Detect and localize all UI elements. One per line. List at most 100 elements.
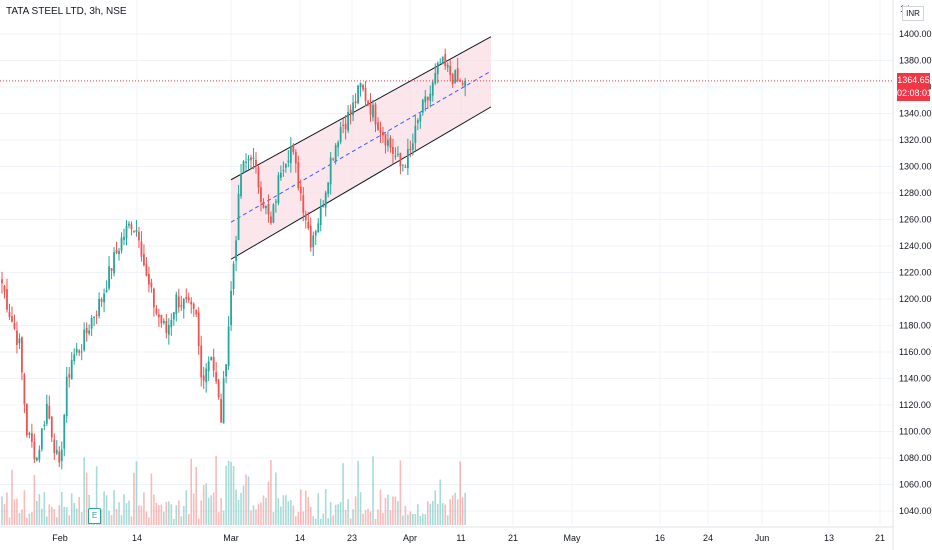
candle-body: [327, 182, 330, 194]
candle-body: [297, 162, 300, 188]
candle-body: [6, 289, 8, 310]
volume-bar: [21, 509, 23, 525]
candle-body: [272, 204, 275, 223]
candle-body: [130, 224, 133, 229]
candle-body: [128, 223, 130, 226]
volume-bar: [83, 457, 85, 525]
time-tick-label: Feb: [52, 533, 68, 543]
candle-body: [446, 64, 449, 68]
candle-body: [260, 187, 262, 202]
volume-bar: [295, 516, 297, 525]
volume-bar: [113, 490, 115, 525]
candle-body: [324, 192, 327, 208]
volume-bar: [235, 489, 237, 525]
volume-bar: [212, 492, 215, 525]
volume-bar: [33, 474, 36, 525]
candle-body: [389, 137, 392, 148]
currency-badge[interactable]: INR: [902, 6, 924, 21]
volume-bar: [280, 506, 282, 525]
time-tick-label: 14: [132, 533, 142, 543]
candle-body: [222, 378, 225, 424]
volume-bar: [422, 513, 424, 525]
candle-body: [416, 120, 419, 124]
volume-bar: [210, 495, 212, 525]
volume-bar: [28, 513, 31, 525]
candle-body: [3, 285, 6, 292]
candle-body: [187, 297, 190, 301]
symbol-title[interactable]: TATA STEEL LTD, 3h, NSE: [6, 6, 127, 17]
volume-bar: [148, 517, 150, 525]
earnings-icon[interactable]: E: [88, 508, 101, 524]
candle-body: [120, 237, 123, 251]
candle-body: [404, 166, 407, 168]
volume-bar: [342, 463, 344, 525]
volume-bar: [128, 500, 130, 525]
volume-bar: [317, 492, 320, 525]
regression-channel-fill: [231, 36, 491, 260]
volume-bar: [260, 502, 262, 525]
volume-bar: [135, 461, 138, 525]
channel-mid-line: [230, 70, 492, 223]
volume-bar: [359, 492, 362, 525]
candle-body: [337, 142, 340, 148]
volume-bar: [347, 499, 349, 525]
volume-bar: [255, 509, 257, 525]
volume-bar: [200, 500, 202, 525]
candle-body: [108, 266, 110, 289]
channel-lower-line: [230, 106, 492, 260]
volume-bar: [454, 492, 456, 525]
candle-body: [436, 63, 439, 75]
candle-body: [68, 374, 71, 378]
candle-body: [192, 303, 195, 309]
candle-body: [170, 319, 173, 328]
candle-body: [332, 158, 335, 160]
volume-bar: [439, 479, 442, 525]
price-tick-label: 1200.00: [899, 294, 932, 304]
time-tick-label: 24: [703, 533, 713, 543]
volume-bar: [387, 494, 389, 525]
price-tick-label: 1380.00: [899, 56, 932, 66]
volume-bar: [95, 466, 98, 525]
volume-bar: [312, 516, 315, 525]
candle-body: [53, 439, 56, 454]
last-price-value: 1364.65: [897, 75, 930, 85]
volume-bar: [354, 496, 357, 525]
candle-body: [419, 114, 422, 122]
candle-body: [372, 104, 374, 118]
candle-body: [309, 225, 312, 248]
volume-bar: [46, 516, 48, 525]
candle-body: [105, 290, 108, 293]
price-tick-label: 1260.00: [899, 215, 932, 225]
candle-body: [58, 451, 61, 463]
candle-body: [304, 214, 307, 221]
candle-body: [16, 330, 18, 345]
candle-body: [456, 68, 459, 81]
candle-body: [75, 348, 78, 353]
volume-bar: [182, 506, 185, 525]
time-tick-label: Apr: [403, 533, 417, 543]
volume-bar: [304, 490, 307, 525]
candle-body: [145, 264, 148, 276]
volume-bar: [262, 495, 265, 525]
candle-body: [40, 428, 43, 450]
volume-bar: [187, 513, 190, 525]
candle-body: [8, 312, 11, 317]
candle-body: [230, 290, 232, 326]
candle-body: [270, 216, 272, 224]
candle-body: [314, 231, 317, 236]
candle-body: [30, 433, 33, 442]
volume-bar: [307, 497, 310, 525]
candle-body: [349, 109, 352, 115]
volume-bar: [168, 501, 170, 525]
candle-body: [279, 172, 282, 178]
volume-bar: [115, 508, 118, 525]
candle-body: [212, 356, 215, 371]
candle-body: [354, 101, 357, 104]
volume-bar: [75, 508, 78, 525]
volume-bar: [173, 518, 175, 525]
candle-body: [93, 317, 96, 319]
volume-bar: [290, 500, 292, 525]
price-tick-label: 1120.00: [899, 400, 931, 410]
candle-body: [394, 155, 397, 157]
